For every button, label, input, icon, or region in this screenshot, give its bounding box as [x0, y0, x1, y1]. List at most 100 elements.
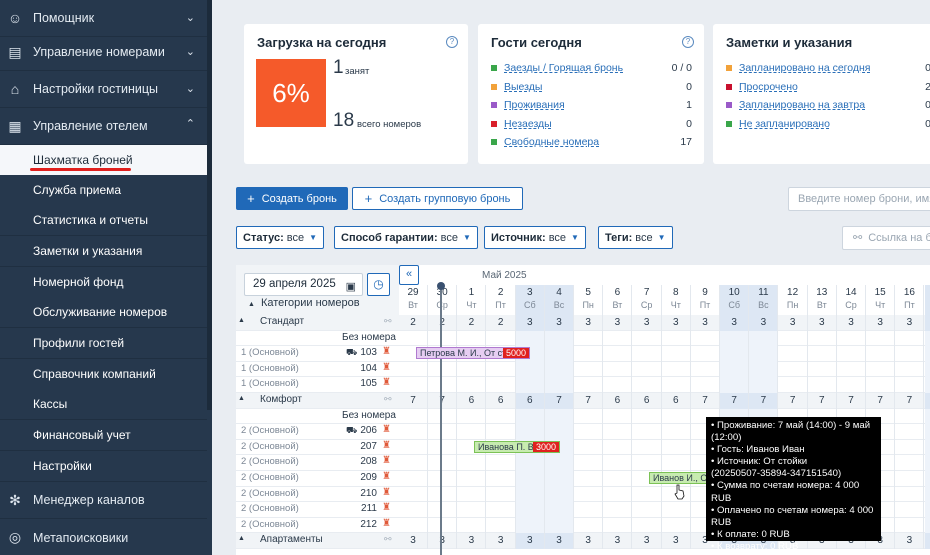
room-number[interactable]: 103	[360, 347, 377, 359]
availability-cell[interactable]: 2	[487, 315, 516, 331]
availability-cell[interactable]: 3	[866, 315, 896, 331]
day-header[interactable]: 14 Ср	[837, 285, 866, 315]
grid-cell[interactable]	[603, 455, 633, 471]
help-icon[interactable]: ?	[682, 36, 694, 48]
housekeeping-icon[interactable]: ♜	[382, 471, 391, 482]
calendar-icon[interactable]: ▣	[345, 281, 356, 293]
availability-cell[interactable]: 3	[720, 315, 750, 331]
day-header[interactable]: 16 Пт	[895, 285, 925, 315]
availability-cell[interactable]: 3	[633, 315, 662, 331]
categories-header[interactable]: ▲ Категории номеров	[248, 297, 360, 309]
grid-cell[interactable]	[866, 330, 896, 347]
day-header[interactable]: 7 Ср	[633, 285, 662, 315]
grid-cell[interactable]	[749, 361, 779, 378]
grid-cell[interactable]	[895, 439, 925, 456]
grid-cell[interactable]	[428, 439, 458, 456]
booking-bar[interactable]: Иванова П. В. 3000	[474, 441, 560, 453]
grid-cell[interactable]	[457, 424, 487, 440]
room-number[interactable]: 209	[360, 472, 377, 483]
room-number[interactable]: 105	[360, 378, 377, 390]
status-filter[interactable]: Статус: все ▼	[236, 226, 324, 249]
grid-cell[interactable]	[895, 330, 925, 347]
sidebar-item-hotel-settings[interactable]: ⌂ Настройки гостиницы ⌄	[0, 71, 207, 108]
day-header[interactable]: 1 Чт	[457, 285, 487, 315]
grid-cell[interactable]	[399, 330, 428, 347]
availability-cell[interactable]: 3	[515, 533, 545, 549]
grid-cell[interactable]	[515, 502, 545, 518]
grid-cell[interactable]	[428, 486, 458, 503]
availability-cell[interactable]: 7	[428, 393, 458, 409]
grid-cell[interactable]	[720, 361, 750, 378]
availability-cell[interactable]: 6	[487, 393, 516, 409]
availability-cell[interactable]: 7	[808, 393, 837, 409]
grid-cell[interactable]	[545, 455, 574, 471]
sidebar-item-rooms[interactable]: ▤ Управление номерами ⌄	[0, 34, 207, 71]
grid-cell[interactable]	[662, 424, 691, 440]
housekeeping-icon[interactable]: ♜	[382, 502, 391, 514]
grid-cell[interactable]	[603, 502, 633, 518]
tags-filter[interactable]: Теги: все ▼	[598, 226, 673, 249]
grid-cell[interactable]	[662, 455, 691, 471]
availability-cell[interactable]: 3	[808, 315, 837, 331]
grid-cell[interactable]	[866, 424, 896, 440]
grid-cell[interactable]	[399, 424, 428, 440]
grid-cell[interactable]	[428, 502, 458, 518]
availability-cell[interactable]: 3	[749, 315, 779, 331]
grid-cell[interactable]	[399, 377, 428, 393]
sidebar-scrollbar[interactable]	[207, 0, 212, 410]
grid-cell[interactable]	[545, 517, 574, 534]
availability-cell[interactable]: 3	[545, 315, 574, 331]
grid-cell[interactable]	[779, 361, 808, 378]
card-list-link[interactable]: Выезды	[504, 80, 543, 93]
availability-cell[interactable]: 3	[574, 533, 604, 549]
grid-cell[interactable]	[545, 486, 574, 503]
grid-cell[interactable]	[428, 361, 458, 378]
grid-cell[interactable]	[545, 424, 574, 440]
grid-cell[interactable]	[691, 361, 720, 378]
grid-cell[interactable]	[866, 471, 896, 487]
availability-cell[interactable]: 3	[545, 533, 574, 549]
housekeeping-icon[interactable]: ♜	[382, 361, 391, 373]
availability-cell[interactable]: 6	[515, 393, 545, 409]
availability-cell[interactable]: 7	[895, 393, 925, 409]
grid-cell[interactable]	[720, 377, 750, 393]
grid-cell[interactable]	[924, 330, 930, 347]
grid-cell[interactable]	[574, 424, 604, 440]
grid-cell[interactable]	[662, 439, 691, 456]
sidebar-subitem-front-desk[interactable]: Служба приема	[0, 175, 207, 206]
availability-cell[interactable]: 7	[837, 393, 866, 409]
link-icon[interactable]: ⚯	[384, 394, 392, 404]
day-header[interactable]: 4 Вс	[545, 285, 574, 315]
grid-cell[interactable]	[808, 408, 837, 425]
grid-cell[interactable]	[515, 424, 545, 440]
grid-cell[interactable]	[603, 346, 633, 362]
grid-cell[interactable]	[866, 361, 896, 378]
grid-cell[interactable]	[895, 346, 925, 362]
sidebar-subitem-companies[interactable]: Справочник компаний	[0, 359, 207, 390]
availability-cell[interactable]: 7	[866, 393, 896, 409]
grid-cell[interactable]	[837, 408, 866, 425]
availability-cell[interactable]: 3	[895, 315, 925, 331]
sidebar-subitem-notes[interactable]: Заметки и указания	[0, 236, 207, 267]
grid-cell[interactable]	[399, 502, 428, 518]
grid-cell[interactable]	[399, 471, 428, 487]
day-header[interactable]: 15 Чт	[866, 285, 896, 315]
sidebar-subitem-booking-grid[interactable]: Шахматка броней	[0, 145, 207, 176]
grid-cell[interactable]	[545, 471, 574, 487]
grid-cell[interactable]	[457, 486, 487, 503]
grid-cell[interactable]	[457, 455, 487, 471]
grid-cell[interactable]	[457, 377, 487, 393]
day-header[interactable]: 3 Сб	[515, 285, 545, 315]
grid-cell[interactable]	[603, 424, 633, 440]
sidebar-item-metasearch[interactable]: ◎ Метапоисковики	[0, 519, 207, 555]
grid-cell[interactable]	[515, 517, 545, 534]
grid-cell[interactable]	[924, 455, 930, 471]
grid-cell[interactable]	[515, 455, 545, 471]
grid-cell[interactable]	[808, 330, 837, 347]
date-picker-input[interactable]: 29 апреля 2025 ▣	[244, 273, 363, 296]
sidebar-item-assistant[interactable]: ☺ Помощник ⌄	[0, 0, 207, 37]
grid-cell[interactable]	[545, 346, 574, 362]
link-icon[interactable]: ⚯	[384, 534, 392, 545]
grid-cell[interactable]	[545, 408, 574, 425]
sidebar-item-channel-manager[interactable]: ✻ Менеджер каналов	[0, 482, 207, 519]
